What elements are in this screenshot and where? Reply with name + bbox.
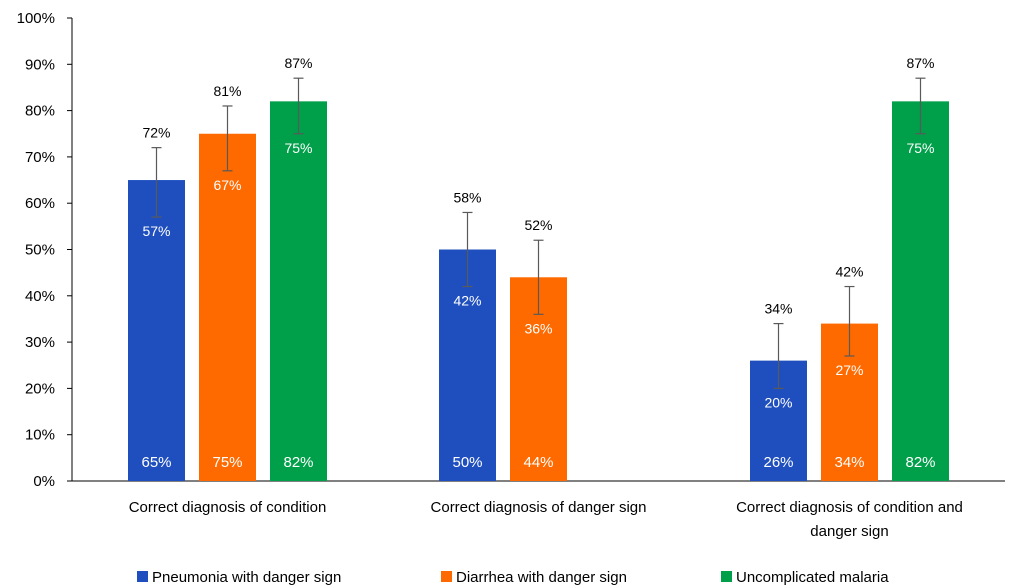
bar-value-label: 82% (283, 454, 313, 471)
ci-lower-label: 36% (524, 320, 552, 336)
x-category-label: danger sign (810, 523, 888, 540)
bar-value-label: 44% (523, 454, 553, 471)
bar-value-label: 65% (141, 454, 171, 471)
ci-upper-label: 72% (142, 125, 170, 141)
y-tick-label: 90% (25, 56, 55, 73)
y-tick-label: 100% (17, 10, 55, 27)
legend-swatch (137, 571, 148, 582)
ci-upper-label: 87% (284, 55, 312, 71)
y-tick-label: 60% (25, 195, 55, 212)
y-tick-label: 20% (25, 380, 55, 397)
y-tick-label: 30% (25, 334, 55, 351)
bar-value-label: 26% (763, 454, 793, 471)
bar (128, 180, 185, 482)
legend-label: Uncomplicated malaria (736, 569, 889, 586)
ci-lower-label: 75% (906, 140, 934, 156)
y-tick-label: 70% (25, 149, 55, 166)
ci-lower-label: 42% (453, 293, 481, 309)
ci-lower-label: 67% (213, 177, 241, 193)
ci-lower-label: 27% (835, 362, 863, 378)
ci-upper-label: 42% (835, 264, 863, 280)
bar (199, 133, 256, 481)
bar-value-label: 34% (834, 454, 864, 471)
legend-label: Diarrhea with danger sign (456, 569, 627, 586)
legend-label: Pneumonia with danger sign (152, 569, 341, 586)
legend-swatch (721, 571, 732, 582)
legend: Pneumonia with danger sign Diarrhea with … (137, 569, 889, 586)
bar-value-label: 82% (905, 454, 935, 471)
bar (439, 249, 496, 481)
bars: 72% 57% 65% 58% 42% 50% 34% 20% 26% 81% 67% 75% 52% 3… (128, 55, 949, 482)
ci-lower-label: 57% (142, 223, 170, 239)
y-tick-label: 40% (25, 288, 55, 305)
ci-upper-label: 87% (906, 55, 934, 71)
y-axis: 0% 10% 20% 30% 40% 50% 60% 70% 80% 90% 100% (17, 10, 73, 490)
y-tick-label: 0% (33, 473, 55, 490)
y-tick-label: 80% (25, 103, 55, 120)
legend-swatch (441, 571, 452, 582)
ci-upper-label: 34% (764, 301, 792, 317)
ci-lower-label: 75% (284, 140, 312, 156)
bar-value-label: 75% (212, 454, 242, 471)
x-category-label: Correct diagnosis of danger sign (431, 499, 647, 516)
x-category-label: Correct diagnosis of condition and (736, 499, 963, 516)
y-tick-label: 10% (25, 427, 55, 444)
x-axis: Correct diagnosis of condition Correct di… (72, 480, 1005, 540)
bar-value-label: 50% (452, 454, 482, 471)
bar (270, 101, 327, 481)
x-category-label: Correct diagnosis of condition (129, 499, 327, 516)
ci-lower-label: 20% (764, 394, 792, 410)
bar (892, 101, 949, 481)
ci-upper-label: 52% (524, 217, 552, 233)
ci-upper-label: 58% (453, 189, 481, 205)
y-tick-label: 50% (25, 242, 55, 259)
ci-upper-label: 81% (213, 83, 241, 99)
